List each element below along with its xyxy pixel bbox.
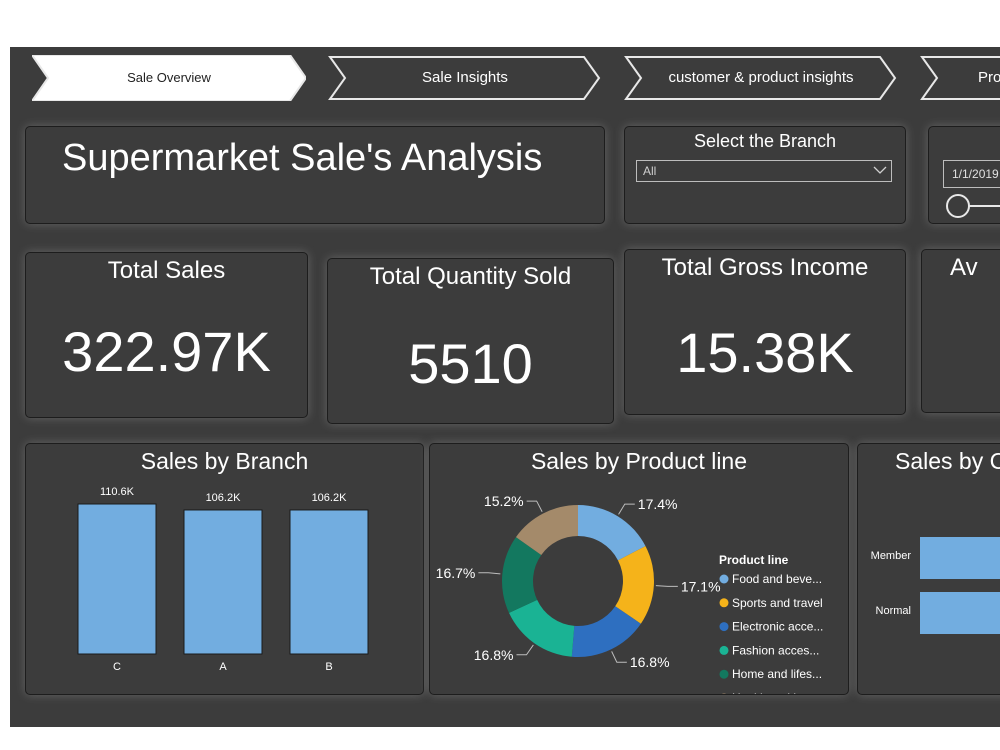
branch-dropdown[interactable]: All	[636, 160, 892, 182]
legend-marker	[719, 598, 729, 608]
customer-bar	[920, 592, 1000, 634]
slice-percent-label: 16.7%	[436, 565, 476, 581]
sales-by-branch-title: Sales by Branch	[140, 448, 309, 474]
y-tick-label: Member	[871, 550, 912, 562]
slice-percent-label: 15.2%	[484, 493, 524, 509]
donut-slice	[515, 505, 578, 556]
legend-title: Product line	[719, 553, 789, 567]
branch-bar	[289, 509, 369, 655]
sales-by-branch-card: Sales by Branch 110.6K C 106.2K A 106.2K B	[25, 443, 424, 695]
leader-line	[516, 644, 534, 656]
average-card: Av	[921, 249, 1000, 413]
page-title: Supermarket Sale's Analysis	[62, 137, 543, 179]
slider-handle[interactable]	[946, 194, 970, 218]
branch-dropdown-value: All	[643, 164, 657, 178]
tab-label: customer & product insights	[668, 69, 854, 86]
legend-marker	[719, 669, 729, 679]
donut-slice	[502, 537, 542, 613]
legend-item-label: Home and lifes...	[732, 667, 822, 681]
legend-marker	[719, 574, 729, 584]
total-sales-value: 322.97K	[62, 320, 271, 383]
sales-by-branch-chart: 110.6K C 106.2K A 106.2K B	[77, 486, 369, 673]
x-tick-label: C	[113, 661, 121, 673]
date-range-slider[interactable]	[939, 191, 1000, 221]
tab-shape	[920, 56, 1000, 100]
tab-sale-insights[interactable]: Sale Insights	[328, 55, 602, 101]
donut-slice	[578, 505, 646, 561]
slice-percent-label: 17.1%	[681, 578, 721, 594]
total-sales-card: Total Sales 322.97K	[25, 252, 308, 418]
bar-data-label: 110.6K	[100, 486, 135, 498]
title-card: Supermarket Sale's Analysis	[25, 126, 605, 224]
tab-shape	[328, 56, 601, 100]
branch-bar	[183, 509, 263, 655]
legend-marker	[721, 693, 727, 694]
bar-data-label: 106.2K	[312, 492, 348, 504]
leader-line	[478, 572, 501, 575]
tab-shape	[624, 56, 897, 100]
leader-line	[655, 585, 678, 587]
customer-bar	[920, 537, 1000, 579]
tab-customer-product-insights[interactable]: customer & product insights	[624, 55, 898, 101]
y-tick-label: Normal	[876, 605, 911, 617]
tab-sale-overview[interactable]: Sale Overview	[32, 55, 306, 101]
slice-percent-label: 16.8%	[630, 654, 670, 670]
sales-by-product-line-title: Sales by Product line	[530, 448, 748, 474]
slice-percent-label: 16.8%	[474, 647, 514, 663]
chevron-down-icon	[873, 166, 887, 174]
sales-by-customer-title: Sales by C	[895, 448, 1000, 474]
sales-by-customer-card: Sales by C Member Normal	[857, 443, 1000, 695]
total-sales-label: Total Sales	[107, 257, 226, 284]
tab-label: Pro	[978, 69, 1000, 86]
average-label: Av	[950, 254, 978, 281]
total-quantity-label: Total Quantity Sold	[369, 263, 572, 290]
start-date-input[interactable]: 1/1/2019	[943, 160, 1000, 188]
total-gross-income-value: 15.38K	[676, 321, 854, 384]
legend-item-label: Sports and travel	[732, 596, 823, 610]
tab-label: Sale Insights	[422, 69, 508, 86]
date-slicer: 1/1/2019	[928, 126, 1000, 224]
sales-by-product-line-card: Sales by Product line 17.4% 17.1% 16.8% 16.…	[429, 443, 849, 695]
legend-item-label: Health and bea...	[732, 691, 823, 694]
donut-slice	[615, 546, 654, 624]
total-quantity-value: 5510	[408, 332, 533, 395]
legend-item-label: Fashion acces...	[732, 643, 819, 657]
sales-by-product-line-chart: 17.4% 17.1% 16.8% 16.8% 16.7% 15.2% Product li…	[436, 493, 823, 694]
donut-slice	[571, 606, 641, 657]
tab-shape	[32, 55, 306, 101]
leader-line	[618, 503, 635, 515]
x-tick-label: A	[219, 661, 227, 673]
legend-marker	[719, 622, 729, 632]
leader-line	[611, 651, 627, 663]
sales-by-customer-chart: Member Normal	[871, 537, 1000, 634]
legend-item-label: Electronic acce...	[732, 620, 823, 634]
slice-percent-label: 17.4%	[638, 496, 678, 512]
legend-item-label: Food and beve...	[732, 572, 822, 586]
leader-line	[526, 500, 543, 512]
total-gross-income-label: Total Gross Income	[661, 254, 869, 281]
bar-data-label: 106.2K	[206, 492, 242, 504]
tab-product[interactable]: Pro	[920, 55, 1000, 101]
start-date-value: 1/1/2019	[952, 167, 999, 181]
donut-slice	[509, 599, 575, 657]
branch-bar	[77, 503, 157, 655]
x-tick-label: B	[325, 661, 332, 673]
legend-marker	[719, 645, 729, 655]
total-quantity-card: Total Quantity Sold 5510	[327, 258, 614, 424]
branch-slicer: Select the Branch All	[624, 126, 906, 224]
total-gross-income-card: Total Gross Income 15.38K	[624, 249, 906, 415]
branch-slicer-title: Select the Branch	[693, 131, 837, 151]
tab-label: Sale Overview	[127, 70, 211, 85]
report-canvas: Sale Overview Sale Insights customer & p…	[10, 47, 1000, 727]
